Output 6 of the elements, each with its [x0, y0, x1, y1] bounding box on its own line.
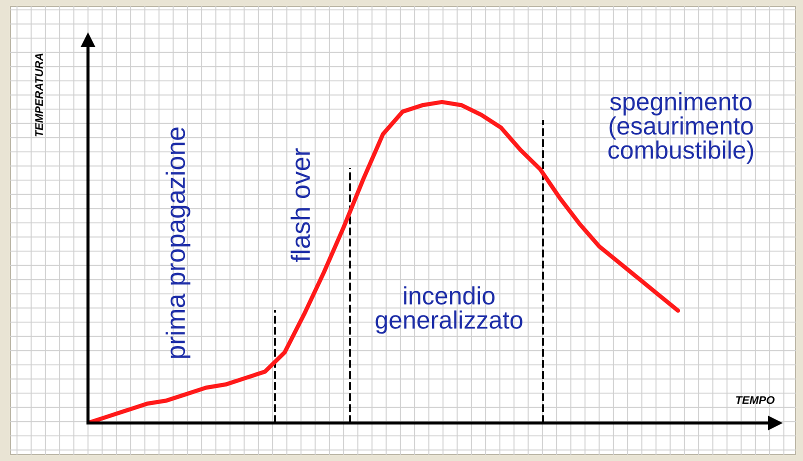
annotation: incendio generalizzato [376, 286, 522, 334]
x-axis-title: TEMPO [736, 396, 775, 404]
annotation: flash over [290, 148, 310, 262]
y-axis-title: TEMPERATURA [35, 54, 43, 136]
annotation: prima propagazione [166, 128, 190, 358]
annotation: spegnimento (esaurimento combustibile) [608, 92, 754, 164]
